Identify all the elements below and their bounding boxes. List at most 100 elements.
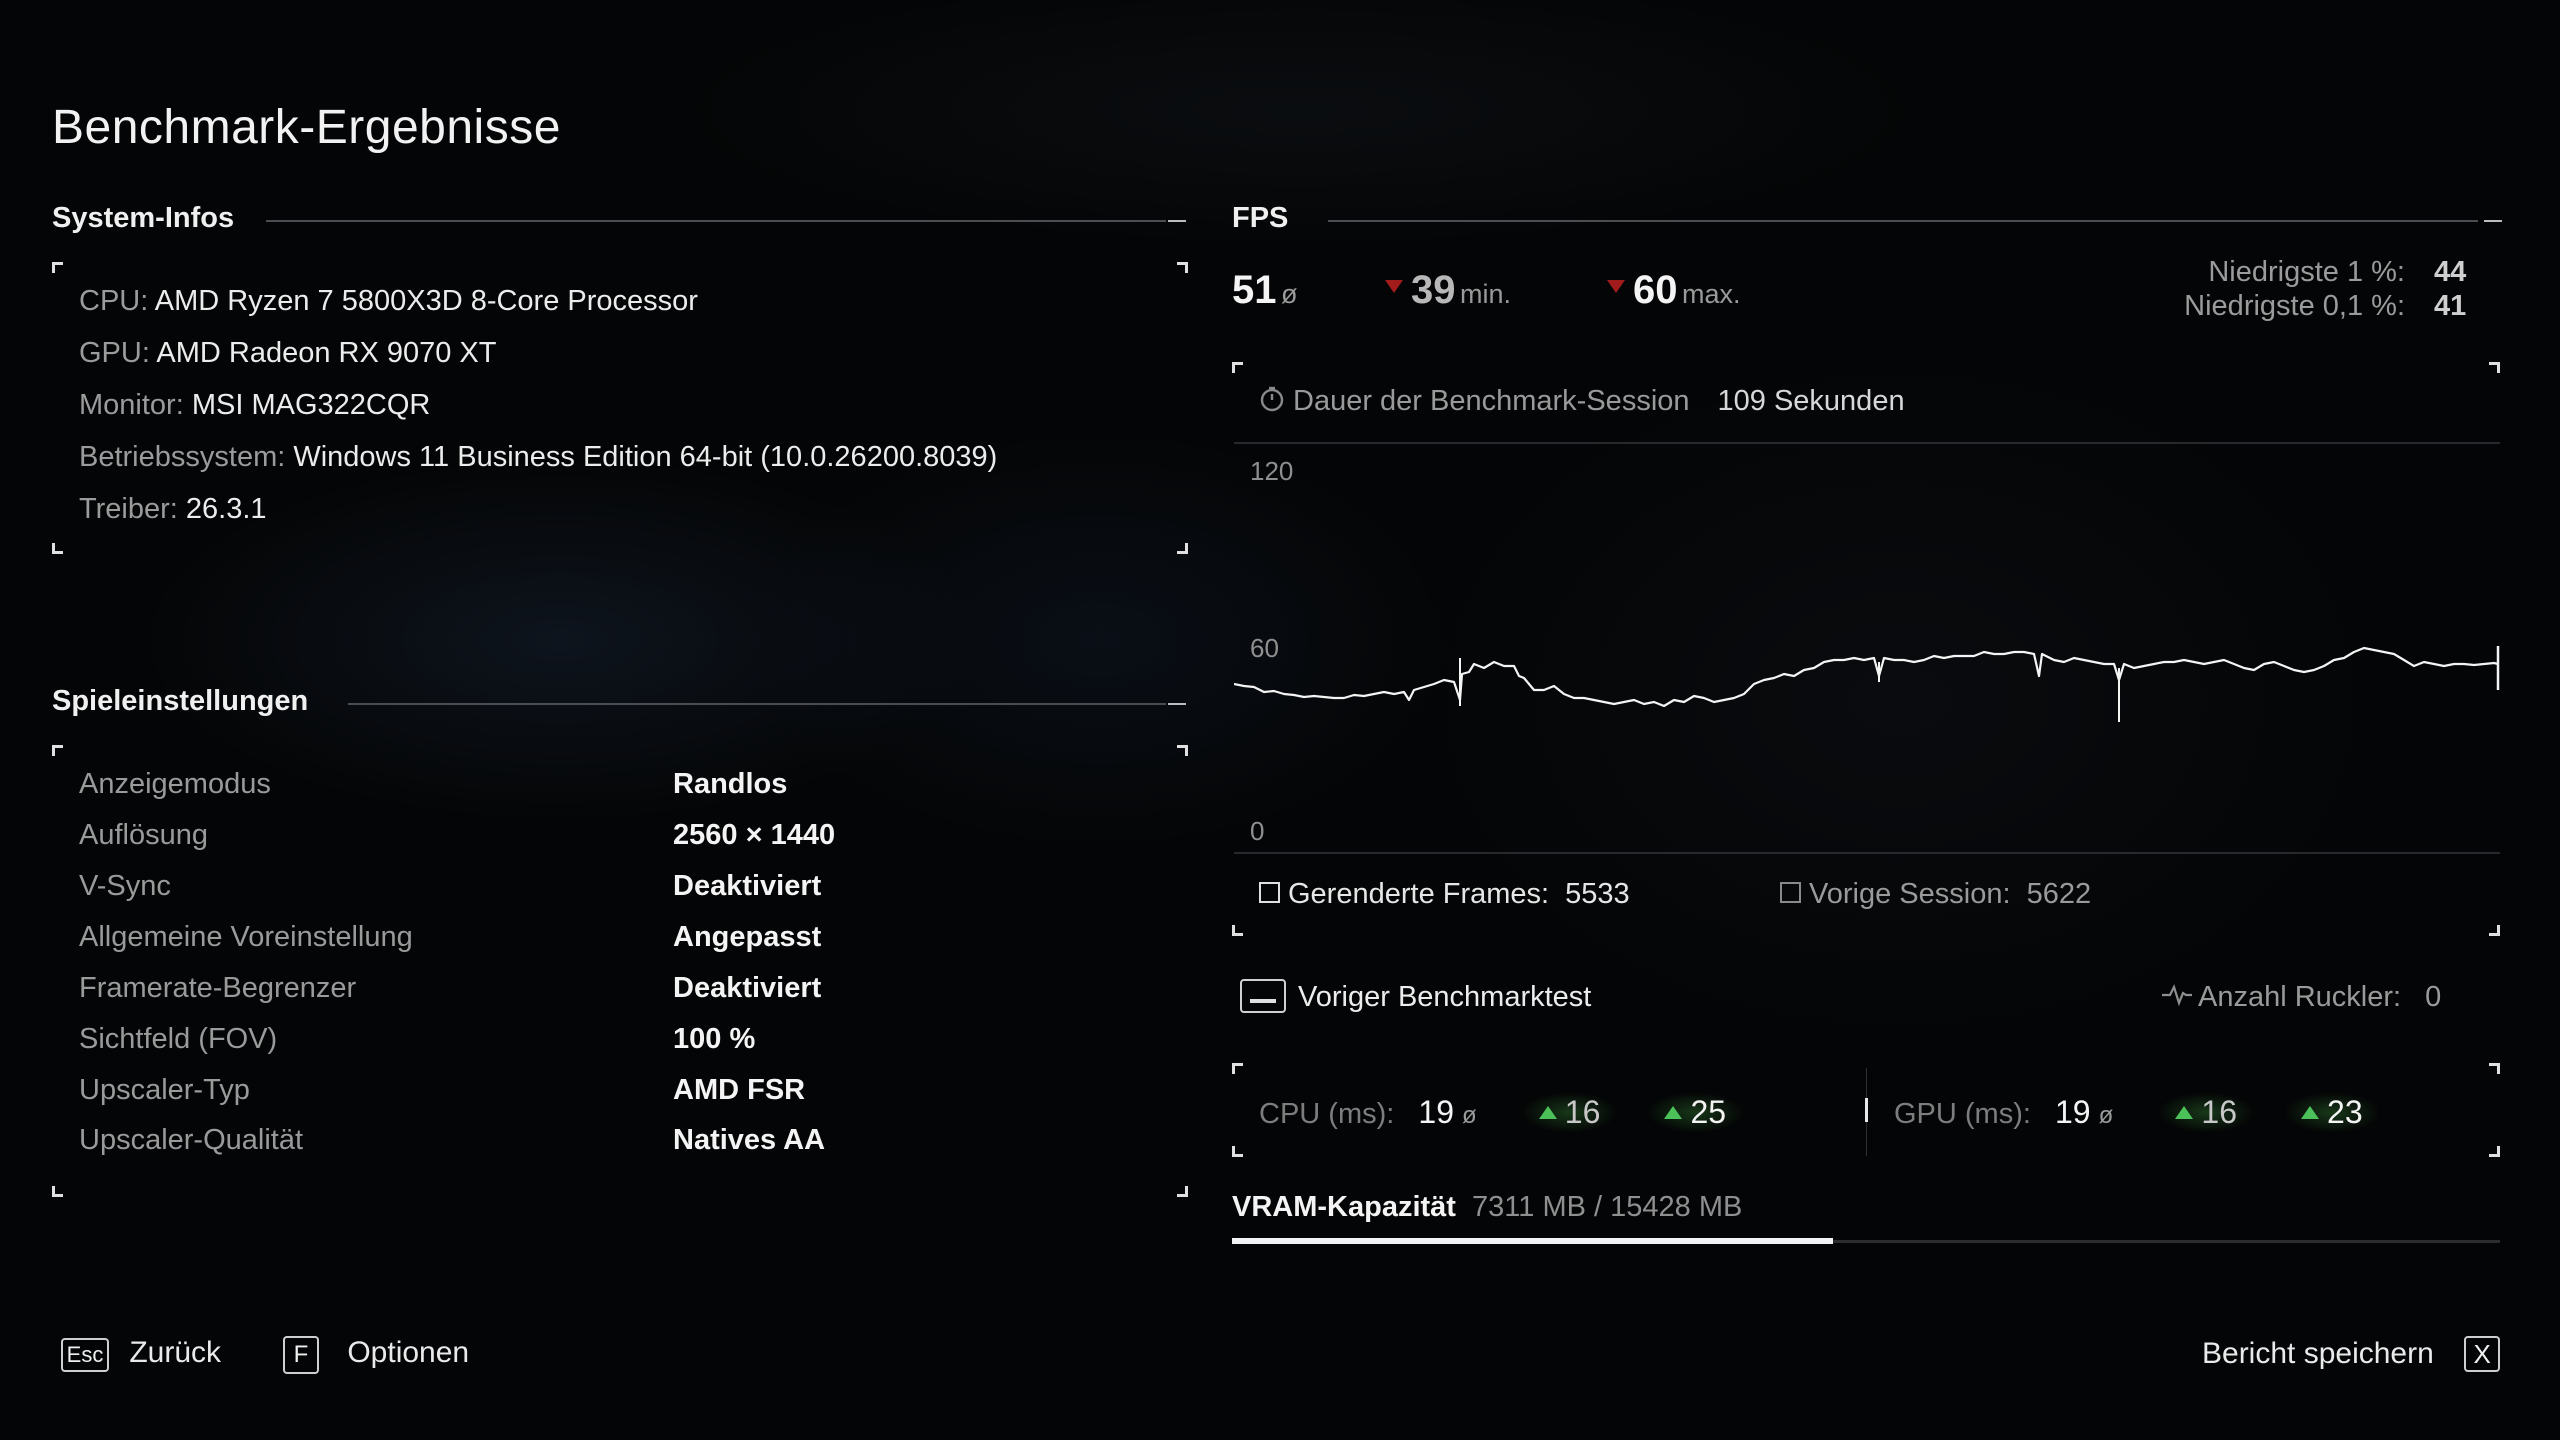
fps-min: 39 min. [1385, 268, 1511, 313]
gpu-high: 23 [2283, 1092, 2381, 1133]
save-report-label: Bericht speichern [2202, 1337, 2434, 1370]
setting-label: Framerate-Begrenzer [79, 972, 357, 1004]
setting-value: Randlos [673, 768, 788, 800]
info-value: 26.3.1 [185, 493, 267, 525]
cpu-high: 25 [1646, 1092, 1745, 1133]
esc-key-icon: Esc [61, 1338, 109, 1372]
cpu-frametime: CPU (ms): 19 ø 16 25 [1259, 1092, 1745, 1133]
cpu-avg-value: 19 [1418, 1094, 1454, 1130]
game-settings-panel [52, 745, 1188, 1197]
system-info-heading: System-Infos [52, 202, 235, 234]
corner-bracket [1232, 362, 1243, 373]
info-value: Windows 11 Business Edition 64-bit (10.0… [293, 441, 998, 473]
fps-avg-unit: ø [1280, 279, 1298, 309]
frametime-divider-mark [1865, 1098, 1868, 1122]
info-value: AMD Radeon RX 9070 XT [156, 337, 497, 369]
setting-label: Sichtfeld (FOV) [79, 1023, 278, 1055]
gpu-high-value: 23 [2327, 1094, 2363, 1130]
previous-benchmark-label: Voriger Benchmarktest [1298, 981, 1592, 1013]
x-key-icon: X [2464, 1336, 2501, 1372]
previous-session: Vorige Session: 5622 [1780, 878, 2091, 911]
fps-avg-value: 51 [1232, 268, 1277, 312]
down-triangle-icon [1607, 280, 1625, 293]
gpu-frametime: GPU (ms): 19 ø 16 23 [1894, 1092, 2381, 1133]
setting-value: Natives AA [673, 1124, 826, 1156]
corner-bracket [1232, 1146, 1243, 1157]
info-value: AMD Ryzen 7 5800X3D 8-Core Processor [154, 285, 698, 317]
corner-bracket [52, 543, 63, 554]
info-label: Betriebssystem: [79, 441, 286, 473]
up-triangle-icon [2301, 1105, 2320, 1119]
up-triangle-icon [1664, 1105, 1683, 1119]
setting-value: 100 % [673, 1023, 756, 1055]
save-report-button[interactable]: Bericht speichern X [2202, 1336, 2501, 1372]
spacebar-key-icon [1240, 979, 1286, 1014]
stutter-value: 0 [2425, 981, 2442, 1013]
setting-label: V-Sync [79, 870, 171, 902]
previous-benchmark-toggle[interactable]: Voriger Benchmarktest [1240, 979, 1592, 1015]
low-1pct-label: Niedrigste 1 %: [2208, 256, 2405, 288]
low-01pct-label: Niedrigste 0,1 %: [2184, 290, 2405, 322]
down-triangle-icon [1385, 280, 1403, 293]
up-triangle-icon [1538, 1105, 1557, 1119]
gpu-low-value: 16 [2201, 1094, 2237, 1130]
options-button[interactable]: F Optionen [283, 1336, 469, 1374]
info-os: Betriebssystem: Windows 11 Business Edit… [79, 441, 997, 474]
cpu-high-value: 25 [1690, 1094, 1727, 1130]
corner-bracket [1232, 925, 1243, 936]
info-gpu: GPU: AMD Radeon RX 9070 XT [79, 337, 497, 370]
info-cpu: CPU: AMD Ryzen 7 5800X3D 8-Core Processo… [79, 285, 698, 318]
vram-bar-fill [1232, 1238, 1833, 1244]
divider [348, 703, 1166, 705]
corner-bracket [1177, 745, 1188, 756]
fps-min-value: 39 [1411, 268, 1456, 312]
corner-bracket [52, 1186, 63, 1197]
back-button[interactable]: Esc Zurück [61, 1336, 221, 1372]
back-label: Zurück [129, 1336, 222, 1369]
frametime-panel [1232, 1063, 2500, 1157]
corner-bracket [2489, 1146, 2500, 1157]
page-title: Benchmark-Ergebnisse [52, 101, 561, 154]
gpu-avg-unit: ø [2098, 1102, 2114, 1129]
gpu-label: GPU (ms): [1894, 1098, 2031, 1130]
corner-bracket [1232, 1063, 1243, 1074]
corner-bracket [2489, 925, 2500, 936]
info-driver: Treiber: 26.3.1 [79, 493, 267, 526]
corner-bracket [1177, 1186, 1188, 1197]
rendered-frames: Gerenderte Frames: 5533 [1259, 878, 1630, 911]
stutter-label: Anzahl Ruckler: [2198, 981, 2402, 1013]
fps-heading: FPS [1232, 202, 1289, 234]
vram-capacity: VRAM-Kapazität 7311 MB / 15428 MB [1232, 1191, 1742, 1224]
session-duration-label: Dauer der Benchmark-Session [1293, 385, 1690, 417]
square-icon [1780, 881, 1801, 903]
fps-max: 60 max. [1607, 268, 1740, 313]
f-key-icon: F [283, 1336, 319, 1374]
stutter-count: Anzahl Ruckler: 0 [2162, 981, 2441, 1014]
corner-bracket [52, 745, 63, 756]
corner-bracket [1177, 543, 1188, 554]
fps-max-unit: max. [1681, 279, 1741, 309]
vram-bar-track [1232, 1240, 2500, 1243]
up-triangle-icon [2175, 1105, 2194, 1119]
info-monitor: Monitor: MSI MAG322CQR [79, 389, 430, 422]
setting-label: Anzeigemodus [79, 768, 271, 800]
corner-bracket [52, 262, 63, 273]
divider [266, 220, 1166, 222]
y-axis-tick-60: 60 [1250, 633, 1279, 663]
gpu-avg-value: 19 [2055, 1094, 2091, 1130]
setting-label: Auflösung [79, 819, 208, 851]
chart-bottom-divider [1234, 852, 2500, 854]
vram-label: VRAM-Kapazität [1232, 1191, 1456, 1223]
previous-session-value: 5622 [2026, 878, 2092, 910]
session-duration: Dauer der Benchmark-Session 109 Sekunden [1259, 385, 1905, 418]
rendered-frames-value: 5533 [1565, 878, 1630, 910]
setting-value: AMD FSR [673, 1074, 806, 1106]
cpu-label: CPU (ms): [1259, 1098, 1395, 1130]
info-label: Monitor: [79, 389, 184, 421]
fps-chart-panel [1232, 362, 2500, 936]
setting-label: Upscaler-Qualität [79, 1124, 304, 1156]
divider-dash [2484, 220, 2502, 222]
y-axis-tick-120: 120 [1250, 456, 1294, 486]
divider [1328, 220, 2478, 222]
